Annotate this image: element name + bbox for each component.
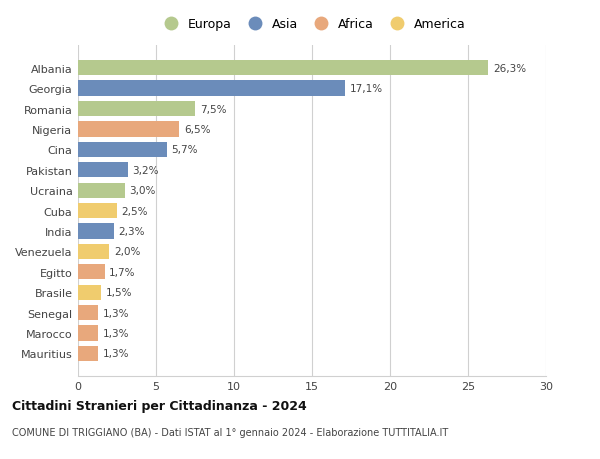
Text: 3,0%: 3,0% — [130, 186, 156, 196]
Bar — [78, 326, 98, 341]
Text: 1,3%: 1,3% — [103, 349, 130, 359]
Text: 1,5%: 1,5% — [106, 288, 133, 297]
Text: Cittadini Stranieri per Cittadinanza - 2024: Cittadini Stranieri per Cittadinanza - 2… — [12, 399, 307, 412]
Bar — [78, 346, 98, 361]
Bar — [78, 244, 109, 259]
Text: 1,3%: 1,3% — [103, 308, 130, 318]
Legend: Europa, Asia, Africa, America: Europa, Asia, Africa, America — [155, 16, 469, 34]
Text: 26,3%: 26,3% — [493, 63, 526, 73]
Bar — [78, 224, 114, 239]
Bar — [78, 101, 195, 117]
Text: 1,3%: 1,3% — [103, 328, 130, 338]
Text: 3,2%: 3,2% — [133, 165, 159, 175]
Bar — [78, 81, 345, 96]
Text: 1,7%: 1,7% — [109, 267, 136, 277]
Text: 7,5%: 7,5% — [200, 104, 226, 114]
Text: 2,5%: 2,5% — [122, 206, 148, 216]
Text: COMUNE DI TRIGGIANO (BA) - Dati ISTAT al 1° gennaio 2024 - Elaborazione TUTTITAL: COMUNE DI TRIGGIANO (BA) - Dati ISTAT al… — [12, 427, 448, 437]
Text: 2,0%: 2,0% — [114, 247, 140, 257]
Text: 17,1%: 17,1% — [349, 84, 383, 94]
Bar — [78, 61, 488, 76]
Bar — [78, 203, 117, 219]
Bar — [78, 305, 98, 321]
Text: 2,3%: 2,3% — [119, 227, 145, 236]
Bar — [78, 142, 167, 158]
Bar — [78, 163, 128, 178]
Text: 5,7%: 5,7% — [172, 145, 198, 155]
Bar — [78, 285, 101, 300]
Bar — [78, 264, 104, 280]
Bar — [78, 183, 125, 198]
Text: 6,5%: 6,5% — [184, 125, 211, 134]
Bar — [78, 122, 179, 137]
